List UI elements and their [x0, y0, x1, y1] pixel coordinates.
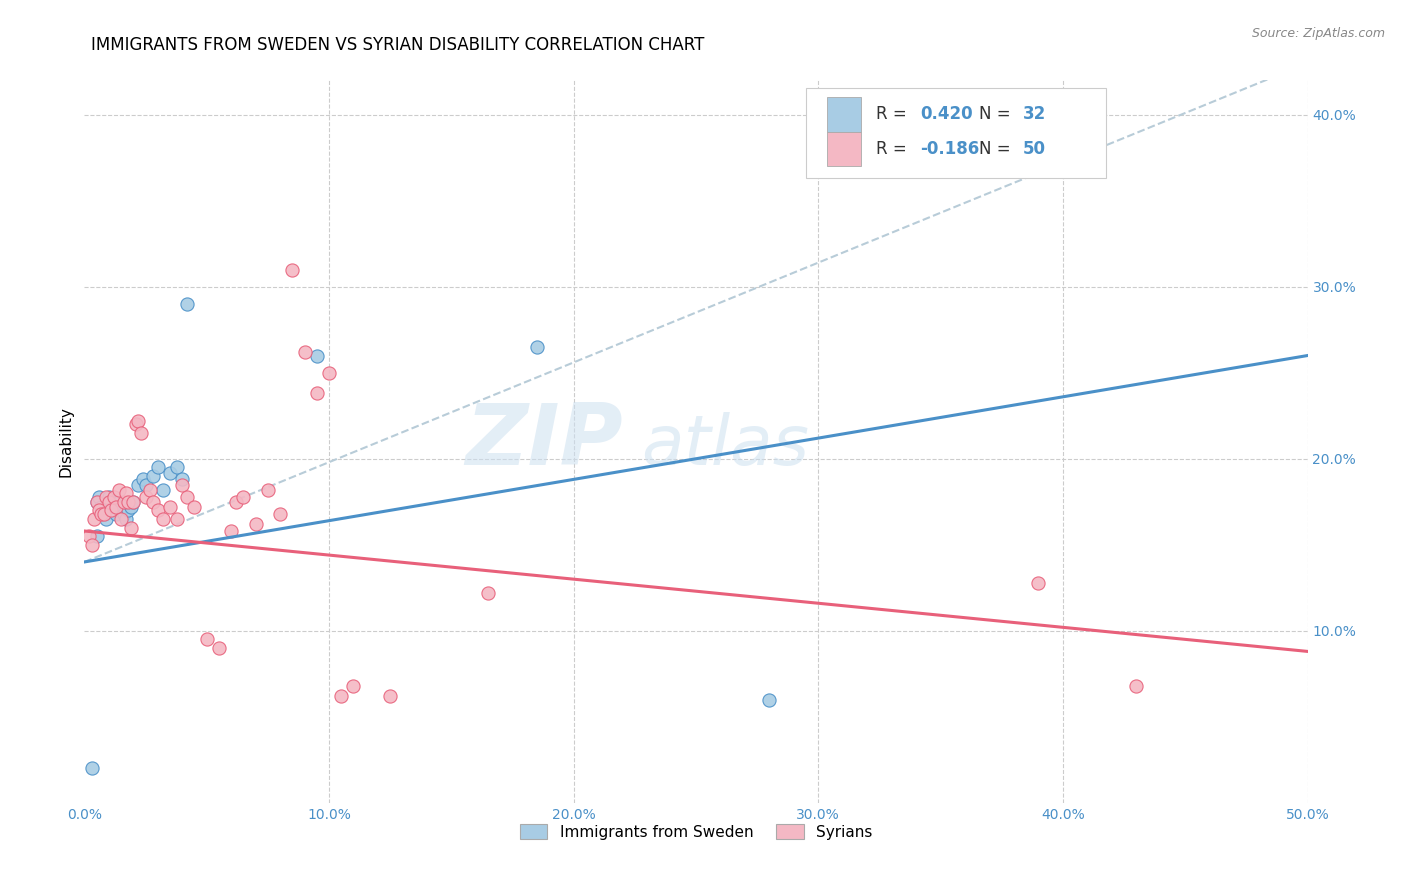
- Point: [159, 466, 181, 480]
- Point: [129, 425, 152, 440]
- Point: [281, 262, 304, 277]
- Point: [142, 469, 165, 483]
- Point: [117, 494, 139, 508]
- Point: [120, 520, 142, 534]
- Point: [380, 689, 402, 703]
- Point: [87, 503, 110, 517]
- Point: [80, 538, 103, 552]
- Point: [208, 640, 231, 655]
- Point: [166, 460, 188, 475]
- Point: [122, 494, 145, 508]
- Point: [122, 494, 145, 508]
- Point: [105, 500, 128, 514]
- Point: [80, 761, 103, 775]
- Point: [115, 512, 138, 526]
- FancyBboxPatch shape: [827, 97, 860, 132]
- Point: [166, 512, 188, 526]
- Point: [269, 507, 291, 521]
- FancyBboxPatch shape: [806, 87, 1105, 178]
- Point: [90, 500, 112, 514]
- Point: [176, 297, 198, 311]
- Point: [107, 483, 129, 497]
- Point: [103, 490, 125, 504]
- Y-axis label: Disability: Disability: [58, 406, 73, 477]
- Point: [110, 512, 132, 526]
- Point: [758, 692, 780, 706]
- Point: [83, 512, 105, 526]
- Point: [97, 494, 120, 508]
- Point: [195, 632, 218, 647]
- Point: [87, 490, 110, 504]
- Text: R =: R =: [876, 105, 911, 123]
- Text: R =: R =: [876, 140, 911, 158]
- Point: [127, 477, 149, 491]
- Point: [117, 503, 139, 517]
- FancyBboxPatch shape: [827, 132, 860, 166]
- Point: [294, 345, 316, 359]
- Text: 32: 32: [1022, 105, 1046, 123]
- Point: [135, 477, 157, 491]
- Point: [110, 500, 132, 514]
- Point: [139, 483, 162, 497]
- Text: IMMIGRANTS FROM SWEDEN VS SYRIAN DISABILITY CORRELATION CHART: IMMIGRANTS FROM SWEDEN VS SYRIAN DISABIL…: [91, 36, 704, 54]
- Text: atlas: atlas: [641, 411, 808, 479]
- Point: [146, 503, 169, 517]
- Point: [86, 529, 108, 543]
- Point: [93, 507, 115, 521]
- Point: [342, 679, 364, 693]
- Point: [86, 494, 108, 508]
- Point: [159, 500, 181, 514]
- Point: [127, 414, 149, 428]
- Point: [112, 507, 135, 521]
- Text: N =: N =: [979, 105, 1015, 123]
- Point: [257, 483, 280, 497]
- Text: N =: N =: [979, 140, 1015, 158]
- Point: [97, 490, 120, 504]
- Point: [305, 349, 328, 363]
- Point: [103, 503, 125, 517]
- Text: 50: 50: [1022, 140, 1046, 158]
- Point: [225, 494, 247, 508]
- Point: [132, 472, 155, 486]
- Point: [100, 494, 122, 508]
- Point: [107, 494, 129, 508]
- Point: [172, 477, 194, 491]
- Point: [1125, 679, 1147, 693]
- Text: 0.420: 0.420: [920, 105, 973, 123]
- Point: [176, 490, 198, 504]
- Point: [142, 494, 165, 508]
- Point: [125, 417, 148, 432]
- Point: [120, 500, 142, 514]
- Point: [152, 512, 174, 526]
- Point: [115, 486, 138, 500]
- Point: [526, 340, 548, 354]
- Point: [318, 366, 340, 380]
- Point: [146, 460, 169, 475]
- Point: [245, 517, 267, 532]
- Point: [219, 524, 242, 538]
- Point: [232, 490, 254, 504]
- Point: [86, 494, 108, 508]
- Text: Source: ZipAtlas.com: Source: ZipAtlas.com: [1251, 27, 1385, 40]
- Point: [477, 586, 499, 600]
- Point: [100, 503, 122, 517]
- Point: [330, 689, 353, 703]
- Point: [105, 507, 128, 521]
- Point: [96, 512, 118, 526]
- Point: [90, 507, 112, 521]
- Point: [96, 490, 118, 504]
- Point: [1028, 575, 1050, 590]
- Text: ZIP: ZIP: [465, 400, 623, 483]
- Legend: Immigrants from Sweden, Syrians: Immigrants from Sweden, Syrians: [513, 818, 879, 846]
- Point: [305, 386, 328, 401]
- Point: [172, 472, 194, 486]
- Text: -0.186: -0.186: [920, 140, 979, 158]
- Point: [93, 507, 115, 521]
- Point: [152, 483, 174, 497]
- Point: [112, 494, 135, 508]
- Point: [97, 500, 120, 514]
- Point: [135, 490, 157, 504]
- Point: [183, 500, 205, 514]
- Point: [77, 529, 100, 543]
